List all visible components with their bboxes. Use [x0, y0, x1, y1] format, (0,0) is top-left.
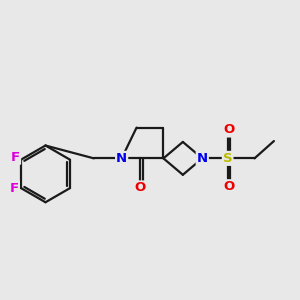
Text: O: O [223, 180, 235, 193]
Text: N: N [197, 152, 208, 165]
Text: O: O [223, 124, 235, 136]
Text: N: N [116, 152, 127, 165]
Text: F: F [11, 151, 20, 164]
Text: S: S [223, 152, 232, 165]
Text: O: O [135, 182, 146, 194]
Text: F: F [10, 182, 19, 195]
